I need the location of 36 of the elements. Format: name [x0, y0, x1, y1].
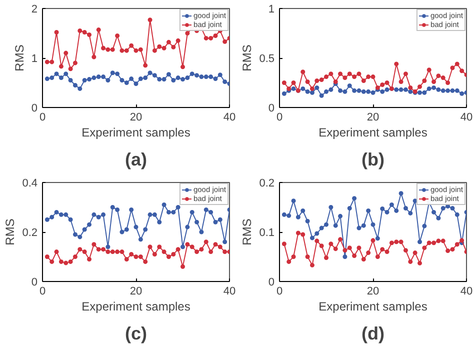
y-tick-label: 0.1 [259, 227, 275, 239]
y-tick-label: 0 [268, 102, 275, 114]
x-tick-label: 40 [460, 112, 473, 124]
x-tick-label: 20 [366, 286, 380, 298]
y-axis-title: RMS [240, 44, 254, 72]
x-axis-title: Experiment samples [318, 300, 428, 314]
y-tick-label: 0.4 [22, 178, 38, 190]
x-tick-label: 0 [276, 112, 283, 124]
text: (d) [362, 324, 384, 344]
y-tick-label: 0.5 [259, 53, 275, 65]
x-tick-label: 0 [276, 286, 283, 298]
y-tick-label: 0.2 [259, 178, 275, 190]
x-tick-label: 40 [223, 112, 236, 124]
y-axis-title: RMS [240, 218, 254, 246]
text: (b) [362, 150, 384, 170]
text: (c) [125, 324, 148, 344]
x-axis-title: Experiment samples [318, 126, 428, 140]
y-tick-label: 0 [268, 276, 275, 288]
y-tick-label: 0.2 [22, 227, 38, 239]
x-tick-label: 40 [460, 286, 473, 298]
x-tick-label: 20 [130, 286, 142, 298]
x-axis-title: Experiment samples [82, 126, 190, 140]
y-tick-label: 0 [31, 102, 38, 114]
x-tick-label: 20 [366, 112, 380, 124]
y-tick-label: 1 [31, 53, 38, 65]
x-tick-label: 0 [39, 112, 46, 124]
y-tick-label: 1 [268, 4, 275, 16]
y-axis-title: RMS [12, 44, 26, 72]
x-tick-label: 0 [39, 286, 46, 298]
y-tick-label: 2 [31, 4, 38, 16]
x-tick-label: 20 [130, 112, 142, 124]
x-tick-label: 40 [223, 286, 236, 298]
x-axis-title: Experiment samples [82, 300, 190, 314]
y-axis-title: RMS [3, 218, 18, 246]
text: (a) [125, 150, 148, 170]
y-tick-label: 0 [31, 276, 38, 288]
